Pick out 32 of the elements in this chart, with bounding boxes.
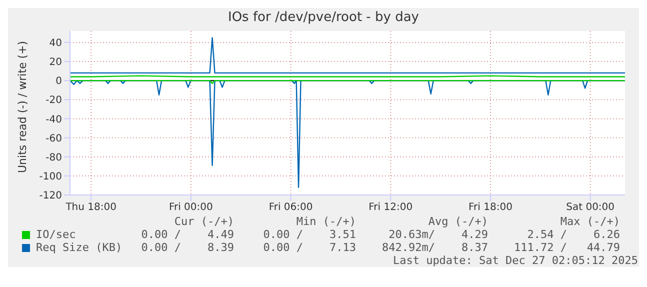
text: 2.54 / 6.26 [526,228,620,241]
x-tick-label: Fri 12:00 [368,202,413,214]
y-tick-label: -20 [46,95,62,106]
text: 111.72 / 44.79 [513,241,620,254]
text: Max (-/+) [559,215,620,228]
text: 0.00 / 4.49 [140,228,234,241]
x-tick-label: Sat 00:00 [566,202,615,214]
y-tick-label: 20 [49,57,62,68]
y-tick-label: -80 [46,152,62,164]
text: 0.00 / 3.51 [262,228,356,241]
x-tick-label: Thu 18:00 [64,202,116,214]
y-tick-label: -100 [39,171,62,182]
x-tick-label: Fri 00:00 [168,202,213,214]
legend-label: Req Size (KB) [36,241,122,254]
y-axis-title: Units read (-) / write (+) [16,40,29,173]
text: 0.00 / 8.39 [140,241,234,254]
x-tick-label: Fri 18:00 [468,202,512,214]
text: Avg (-/+) [427,215,488,228]
text: Last update: Sat Dec 27 02:05:12 2025 [392,254,638,267]
text: Cur (-/+) [173,215,234,228]
text: 0.00 / 7.13 [262,241,356,254]
y-tick-label: -40 [46,114,62,126]
chart-title: IOs for /dev/pve/root - by day [226,9,420,25]
y-tick-label: 0 [56,76,62,88]
x-tick-label: Fri 06:00 [268,202,313,214]
y-tick-label: -120 [39,190,62,202]
text: Min (-/+) [295,215,356,228]
y-tick-label: 40 [49,38,62,49]
legend-label: IO/sec [36,228,76,241]
text: 20.63m/ 4.29 [388,228,488,241]
y-tick-label: -60 [46,133,62,144]
text: 842.92m/ 8.37 [381,241,488,254]
